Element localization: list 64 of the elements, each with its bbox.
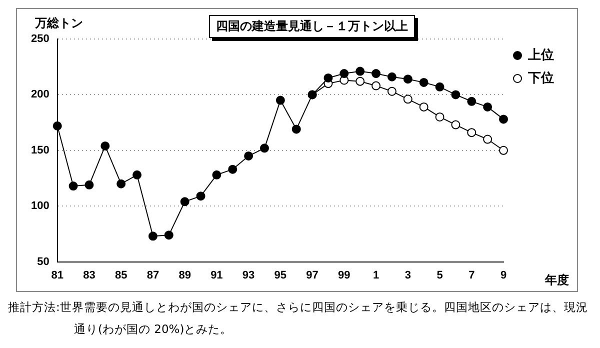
x-tick-label: 85: [114, 269, 128, 282]
point: [340, 69, 349, 78]
x-tick-label: 89: [178, 269, 191, 282]
point: [356, 66, 365, 76]
legend-label: 下位: [527, 70, 554, 86]
point: [372, 69, 381, 78]
point: [499, 146, 508, 155]
point: [451, 120, 460, 130]
legend-label: 上位: [527, 48, 554, 63]
point: [435, 112, 444, 122]
point: [196, 192, 206, 201]
y-tick-label: 150: [30, 144, 50, 156]
point: [228, 164, 238, 174]
chart-title: 四国の建造量見通し－１万トン以上: [209, 15, 415, 38]
point: [356, 76, 365, 86]
y-tick-label: 100: [30, 200, 50, 212]
x-tick-label: 91: [210, 269, 223, 282]
x-tick-label: 83: [83, 269, 96, 282]
point: [292, 124, 301, 134]
point: [403, 74, 412, 84]
point: [276, 96, 285, 105]
x-tick-label: 81: [51, 269, 64, 282]
point: [372, 81, 381, 90]
text: 推計方法:世界需要の見通しとわが国のシェアに、さらに四国のシェアを乗じる。四国地区のシェアは、現況通り(わが国の 20%)とみた。: [8, 299, 589, 338]
x-tick-label: 5: [436, 269, 443, 282]
point: [419, 102, 428, 112]
x-tick-label: 93: [242, 269, 255, 282]
x-tick-label: 9: [500, 269, 507, 282]
point: [403, 94, 412, 104]
point: [116, 179, 126, 188]
x-tick-label: 95: [274, 269, 287, 282]
point: [260, 144, 269, 153]
point: [52, 121, 62, 130]
point: [180, 197, 190, 206]
point: [100, 141, 110, 150]
point: [148, 232, 158, 241]
y-tick-label: 250: [30, 33, 50, 46]
point: [467, 128, 476, 138]
point: [387, 86, 396, 96]
point: [483, 102, 492, 112]
point: [84, 180, 94, 190]
y-tick-label: 200: [30, 88, 50, 101]
point: [324, 73, 333, 82]
point: [483, 134, 492, 144]
point: [435, 82, 444, 92]
point: [387, 72, 396, 82]
point: [68, 182, 78, 191]
x-tick-label: 97: [306, 269, 318, 282]
x-tick-label: 3: [404, 269, 411, 282]
y-tick-label: 50: [37, 256, 50, 268]
point: [212, 170, 222, 180]
point: [132, 170, 142, 180]
point: [499, 114, 508, 124]
x-tick-label: 99: [338, 269, 350, 282]
point: [244, 151, 254, 160]
x-tick-label: 87: [146, 269, 160, 282]
point: [164, 230, 174, 240]
x-axis-title: 年度: [545, 272, 569, 289]
point: [451, 90, 460, 100]
point: [419, 78, 428, 87]
x-tick-label: 7: [468, 269, 475, 282]
x-tick-label: 1: [372, 269, 380, 282]
point: [467, 96, 476, 106]
y-axis-title: 万総トン: [35, 15, 83, 32]
